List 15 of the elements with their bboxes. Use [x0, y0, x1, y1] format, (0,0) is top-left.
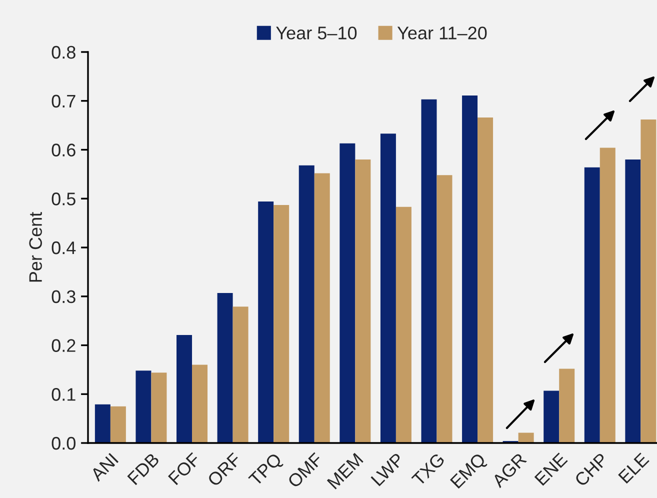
y-tick-label: 0.0 [52, 436, 76, 450]
x-tick-label: TPQ [248, 452, 285, 489]
x-tick-label: TXG [411, 452, 446, 487]
legend-label: Year 11–20 [397, 26, 487, 40]
y-tick-label: 0.4 [52, 241, 76, 254]
y-tick-label: 0.5 [52, 192, 76, 206]
y-tick-label: 0.7 [52, 94, 76, 108]
y-axis-title: Per Cent [29, 212, 42, 282]
y-tick-label: 0.8 [52, 46, 76, 59]
legend-label: Year 5–10 [276, 26, 357, 40]
y-tick-label: 0.1 [52, 388, 76, 401]
x-tick-label: ANI [90, 452, 119, 482]
y-tick-label: 0.2 [52, 339, 76, 352]
y-tick-label: 0.3 [52, 290, 76, 304]
y-tick-label: 0.6 [52, 144, 76, 156]
